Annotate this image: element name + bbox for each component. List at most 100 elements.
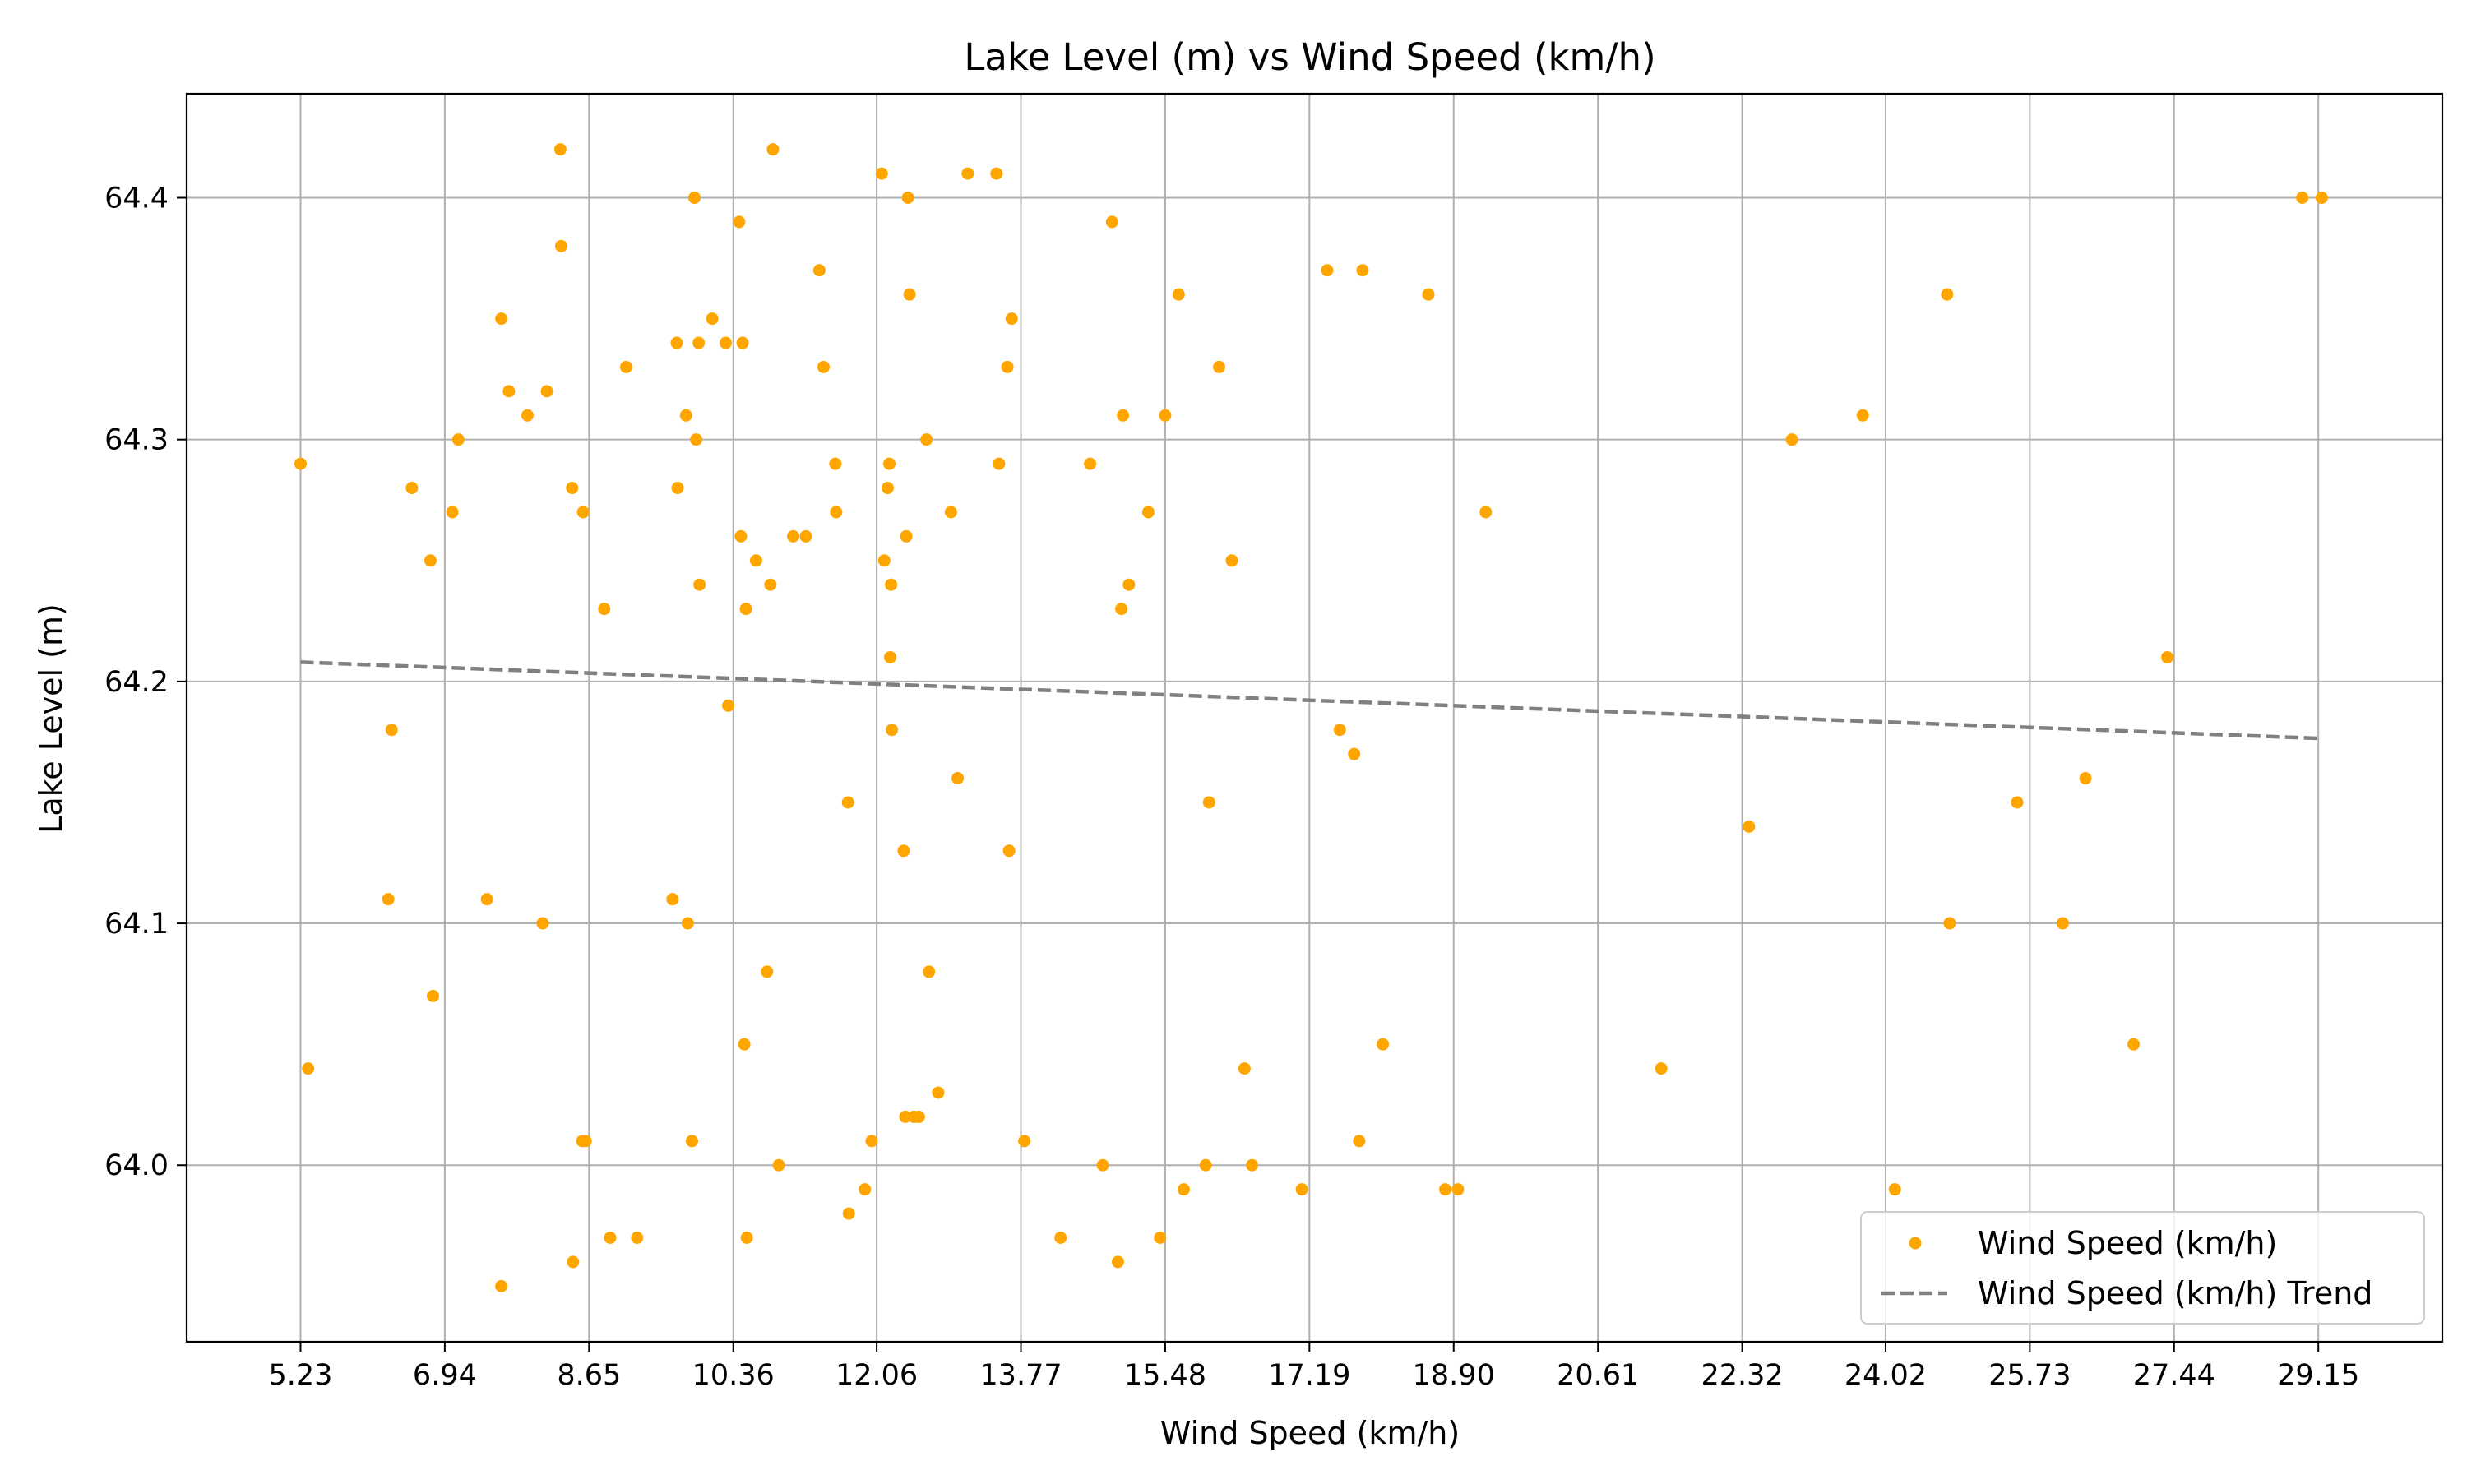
data-point <box>1122 578 1136 591</box>
data-point <box>385 724 398 737</box>
data-point <box>427 989 440 1002</box>
data-point <box>666 893 679 906</box>
data-point <box>740 1232 753 1244</box>
data-point <box>631 1232 644 1244</box>
data-point <box>738 1038 751 1051</box>
legend-label-trend: Wind Speed (km/h) Trend <box>1978 1275 2372 1311</box>
data-point <box>1084 457 1097 470</box>
data-point <box>554 239 567 252</box>
data-point <box>1115 603 1128 616</box>
x-tick-label: 5.23 <box>269 1359 333 1392</box>
data-point <box>1353 1135 1366 1148</box>
data-point <box>681 917 694 930</box>
data-point <box>722 699 735 712</box>
data-point <box>734 529 748 543</box>
y-tick-label: 64.2 <box>104 666 169 699</box>
data-point <box>495 1279 508 1292</box>
data-point <box>799 529 812 543</box>
legend-label-scatter: Wind Speed (km/h) <box>1978 1225 2277 1261</box>
chart-title: Lake Level (m) vs Wind Speed (km/h) <box>964 35 1655 79</box>
data-point <box>900 529 913 543</box>
x-axis-title: Wind Speed (km/h) <box>1160 1415 1460 1451</box>
data-point <box>932 1086 945 1099</box>
data-point <box>690 433 703 446</box>
x-tick-label: 8.65 <box>557 1359 621 1392</box>
data-point <box>841 796 854 809</box>
trend-line <box>300 660 2319 741</box>
plot-frame <box>185 92 2444 1343</box>
data-point <box>2127 1038 2141 1051</box>
data-point <box>1001 360 1014 373</box>
points-layer <box>294 143 2328 1292</box>
data-point <box>1005 312 1018 326</box>
data-point <box>882 457 896 470</box>
data-point <box>679 409 692 422</box>
data-point <box>1096 1158 1109 1172</box>
data-point <box>1479 506 1493 519</box>
x-axis-ticks: 5.23 6.94 8.65 10.36 12.06 13.77 15.48 17.19 18.… <box>269 1342 2359 1392</box>
data-point <box>553 143 567 156</box>
data-point <box>865 1135 878 1148</box>
data-point <box>566 482 579 495</box>
x-tick-label: 12.06 <box>835 1359 918 1392</box>
data-point <box>1159 409 1172 422</box>
data-point <box>451 433 465 446</box>
x-tick-label: 15.48 <box>1124 1359 1206 1392</box>
y-axis-ticks: 64.0 64.1 64.2 64.3 64.4 <box>104 183 187 1182</box>
legend-marker-scatter <box>1909 1237 1922 1250</box>
y-tick-label: 64.1 <box>104 908 169 941</box>
data-point <box>619 360 632 373</box>
data-point <box>993 457 1006 470</box>
data-point <box>881 482 894 495</box>
data-point <box>736 336 749 349</box>
data-point <box>2161 650 2174 663</box>
data-point <box>1238 1062 1251 1075</box>
data-point <box>1246 1158 1259 1172</box>
data-point <box>1105 215 1118 229</box>
data-point <box>2011 796 2024 809</box>
data-point <box>382 893 395 906</box>
data-point <box>302 1062 315 1075</box>
data-point <box>670 336 683 349</box>
data-point <box>1295 1183 1308 1196</box>
data-point <box>579 1135 592 1148</box>
data-point <box>480 893 493 906</box>
data-point <box>912 1110 925 1123</box>
x-tick-label: 29.15 <box>2277 1359 2359 1392</box>
data-point <box>739 603 752 616</box>
data-point <box>1743 820 1756 833</box>
data-point <box>1856 409 1869 422</box>
x-tick-label: 24.02 <box>1844 1359 1927 1392</box>
data-point <box>1141 506 1155 519</box>
data-point <box>1018 1135 1031 1148</box>
data-point <box>688 192 701 204</box>
data-point <box>1154 1232 1167 1244</box>
data-point <box>719 336 732 349</box>
data-point <box>1321 264 1334 277</box>
data-point <box>1199 1158 1212 1172</box>
x-tick-label: 27.44 <box>2133 1359 2215 1392</box>
data-point <box>884 650 897 663</box>
data-point <box>1172 288 1185 301</box>
data-point <box>692 336 706 349</box>
data-point <box>604 1232 617 1244</box>
y-axis-title: Lake Level (m) <box>33 603 69 834</box>
data-point <box>405 482 419 495</box>
data-point <box>842 1207 855 1220</box>
data-point <box>944 506 957 519</box>
data-point <box>761 965 774 978</box>
data-point <box>567 1255 580 1269</box>
x-tick-label: 13.77 <box>979 1359 1062 1392</box>
data-point <box>1117 409 1130 422</box>
data-point <box>1178 1183 1191 1196</box>
legend: Wind Speed (km/h) Wind Speed (km/h) Tren… <box>1860 1211 2425 1325</box>
data-point <box>812 264 826 277</box>
x-tick-label: 17.19 <box>1268 1359 1350 1392</box>
data-point <box>1377 1038 1390 1051</box>
data-point <box>859 1183 872 1196</box>
data-point <box>502 385 516 398</box>
data-point <box>749 554 762 567</box>
data-point <box>772 1158 785 1172</box>
data-point <box>885 578 898 591</box>
